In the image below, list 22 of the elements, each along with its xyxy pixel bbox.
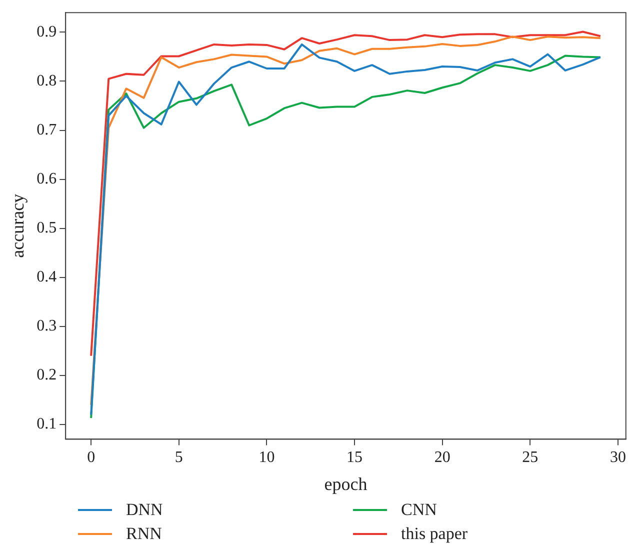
legend-label: CNN bbox=[401, 500, 437, 520]
y-tick-label: 0.1 bbox=[36, 416, 57, 433]
y-tick-label: 0.6 bbox=[36, 170, 57, 188]
y-tick-label: 0.8 bbox=[36, 72, 57, 90]
x-tick-label: 15 bbox=[346, 449, 363, 466]
y-tick-label: 0.4 bbox=[36, 268, 57, 286]
legend-label: RNN bbox=[126, 524, 162, 544]
x-tick-label: 20 bbox=[434, 449, 450, 466]
y-tick-label: 0.7 bbox=[36, 121, 57, 138]
x-axis-title: epoch bbox=[324, 474, 368, 494]
y-tick-label: 0.5 bbox=[36, 220, 57, 237]
x-tick-label: 10 bbox=[258, 449, 275, 466]
x-tick-label: 30 bbox=[610, 449, 626, 466]
x-tick-label: 5 bbox=[174, 449, 183, 466]
y-tick-label: 0.3 bbox=[36, 318, 57, 335]
legend-label: DNN bbox=[126, 500, 163, 520]
y-tick-label: 0.9 bbox=[36, 23, 57, 40]
x-tick-label: 0 bbox=[87, 449, 96, 466]
legend-label: this paper bbox=[401, 524, 468, 544]
y-axis-title: accuracy bbox=[8, 194, 28, 258]
x-tick-label: 25 bbox=[522, 449, 538, 466]
y-tick-label: 0.2 bbox=[36, 366, 57, 384]
